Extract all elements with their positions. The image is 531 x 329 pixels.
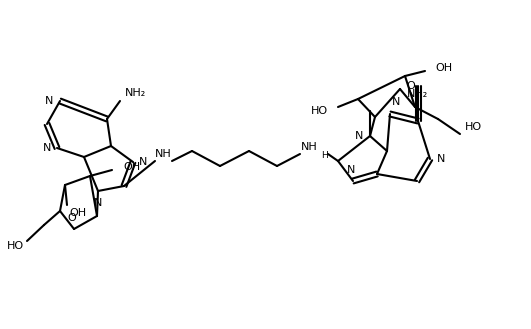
Text: N: N — [94, 198, 102, 208]
Text: N: N — [139, 157, 148, 167]
Text: HO: HO — [465, 122, 482, 132]
Text: H: H — [321, 150, 328, 160]
Text: N: N — [45, 96, 53, 106]
Text: OH: OH — [435, 63, 452, 73]
Text: NH: NH — [155, 149, 172, 159]
Text: OH: OH — [123, 162, 140, 172]
Text: N: N — [392, 97, 400, 107]
Text: N: N — [437, 154, 446, 164]
Text: N: N — [355, 131, 363, 141]
Text: NH₂: NH₂ — [407, 89, 429, 99]
Text: NH₂: NH₂ — [125, 88, 146, 98]
Text: HO: HO — [311, 106, 328, 116]
Text: HO: HO — [7, 241, 24, 251]
Text: O: O — [406, 81, 415, 91]
Text: N: N — [42, 143, 51, 153]
Text: N: N — [347, 165, 355, 175]
Text: NH: NH — [301, 142, 318, 152]
Text: OH: OH — [69, 208, 86, 218]
Text: O: O — [67, 213, 76, 223]
